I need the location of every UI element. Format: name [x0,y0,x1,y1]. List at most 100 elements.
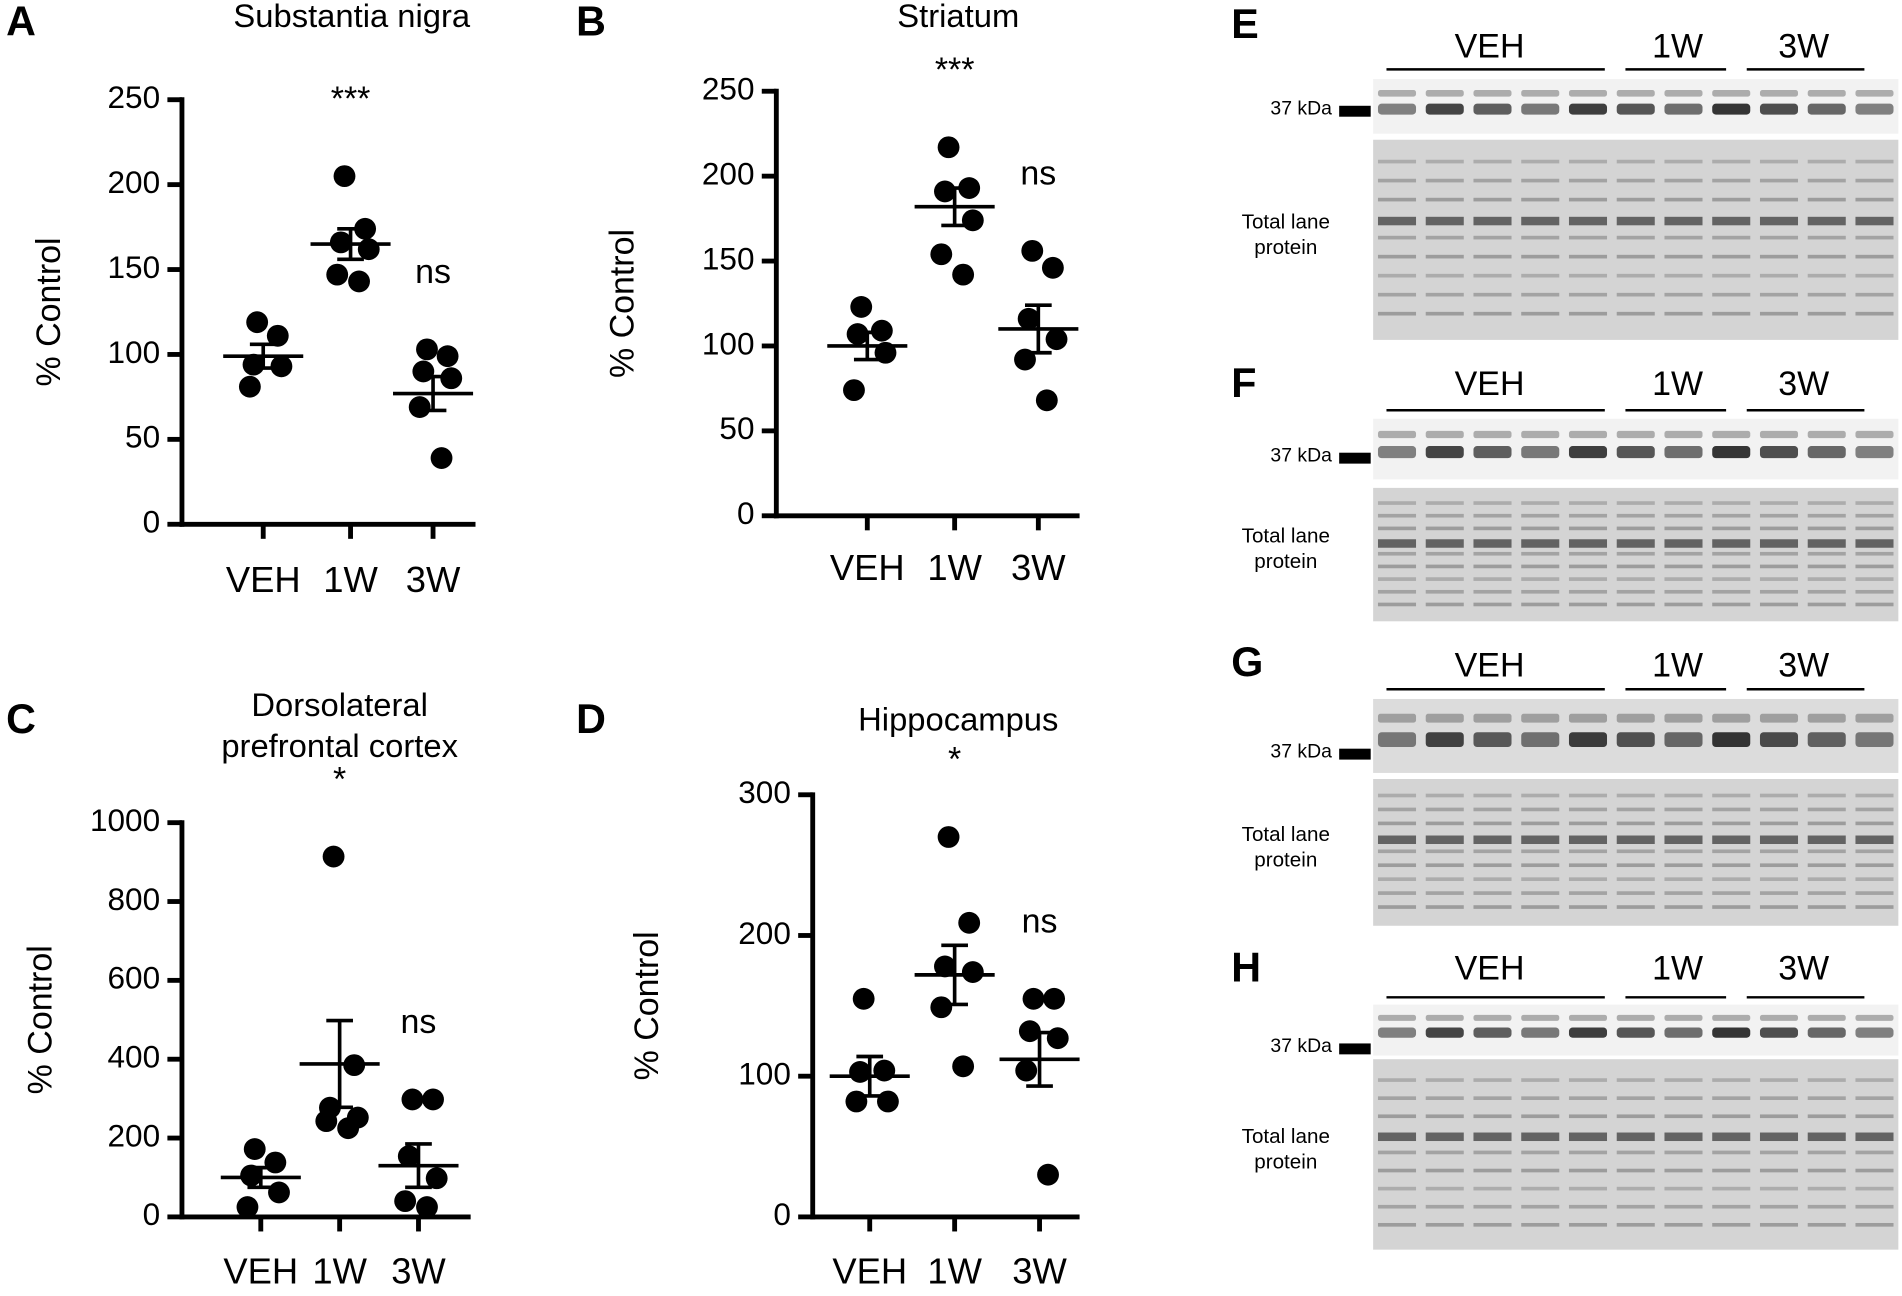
y-tick-label: 0 [143,1196,161,1232]
protein-band [1616,564,1655,569]
protein-band [1568,159,1608,164]
protein-band [1377,159,1417,164]
protein-band [1855,513,1894,518]
protein-band [1759,891,1799,895]
protein-band [1712,311,1751,316]
protein-band [1712,589,1751,594]
y-tick-label: 50 [125,419,160,455]
lane-band [1473,90,1512,97]
total-blot [1373,139,1899,340]
protein-band [1759,877,1799,881]
lane-band [1616,713,1655,723]
significance-label: *** [935,51,975,89]
protein-band [1473,835,1512,845]
data-point [348,270,370,293]
x-tick-label: 3W [1012,1251,1067,1292]
protein-band [1425,863,1464,868]
total-lane-label-box: Total lane protein [1242,822,1330,871]
protein-band [1568,1078,1608,1082]
lane-band [1855,90,1894,97]
total-blot [1373,779,1899,926]
protein-band [1616,197,1655,202]
data-point [961,209,984,232]
protein-band [1473,178,1512,183]
lane-band [1664,713,1703,723]
protein-band [1616,1204,1655,1209]
lane-band [1568,1027,1608,1038]
protein-band [1568,254,1608,259]
protein-band [1759,1096,1799,1100]
protein-band [1377,564,1417,569]
lane-band [1807,713,1846,723]
lane-band [1425,430,1464,439]
protein-band [1616,539,1655,548]
y-tick-label: 150 [702,240,755,276]
protein-band [1425,513,1464,518]
protein-band [1807,1132,1846,1142]
protein-band [1521,159,1560,164]
lane-band [1759,446,1799,459]
protein-band [1568,793,1608,798]
protein-band [1759,835,1799,845]
data-point [266,324,289,347]
protein-band [1664,235,1703,240]
protein-band [1377,1078,1417,1082]
protein-band [1759,1150,1799,1155]
data-point [236,1196,259,1218]
lane-band [1425,446,1464,459]
protein-band [1807,197,1846,202]
protein-band [1473,1078,1512,1082]
group-label: 1W [1652,28,1703,66]
protein-band [1807,235,1846,240]
protein-band [1425,602,1464,607]
protein-band [1712,197,1751,202]
protein-band [1425,273,1464,278]
protein-band [1855,877,1894,881]
protein-band [1807,1186,1846,1191]
protein-band [1855,849,1894,854]
y-tick-label: 0 [737,495,755,531]
protein-band [1568,1168,1608,1173]
lane-band [1712,713,1751,723]
protein-band [1664,292,1703,297]
protein-band [1855,905,1894,909]
protein-band [1664,1150,1703,1155]
protein-band [1568,273,1608,278]
protein-band [1759,807,1799,812]
protein-band [1712,273,1751,278]
protein-band [1473,159,1512,164]
protein-band [1473,821,1512,826]
data-point [961,961,984,983]
protein-band [1759,178,1799,183]
data-point [873,1059,896,1082]
total-lane-label-box: Total lane protein [1242,1124,1330,1173]
group-label: 1W [1652,646,1703,684]
protein-band [1616,159,1655,164]
protein-band [1807,1168,1846,1173]
protein-band [1473,1132,1512,1142]
protein-band [1807,877,1846,881]
protein-band [1473,539,1512,548]
lane-band [1473,713,1512,723]
protein-band [1377,877,1417,881]
protein-band [1664,863,1703,868]
data-point [333,165,356,188]
protein-band [1568,1096,1608,1100]
lane-band [1473,1027,1512,1038]
lane-band [1712,430,1751,439]
protein-band [1568,216,1608,226]
protein-band [1521,216,1560,226]
protein-band [1425,1204,1464,1209]
protein-band [1473,793,1512,798]
y-tick-label: 250 [702,71,755,107]
protein-band [1759,159,1799,164]
group-label: VEH [1455,28,1525,66]
data-point [264,1151,287,1174]
protein-band [1377,526,1417,531]
x-tick-label: 3W [391,1251,446,1292]
protein-band [1568,1114,1608,1119]
protein-band [1712,1150,1751,1155]
protein-band [1759,501,1799,505]
lane-band [1759,732,1799,748]
protein-band [1807,273,1846,278]
